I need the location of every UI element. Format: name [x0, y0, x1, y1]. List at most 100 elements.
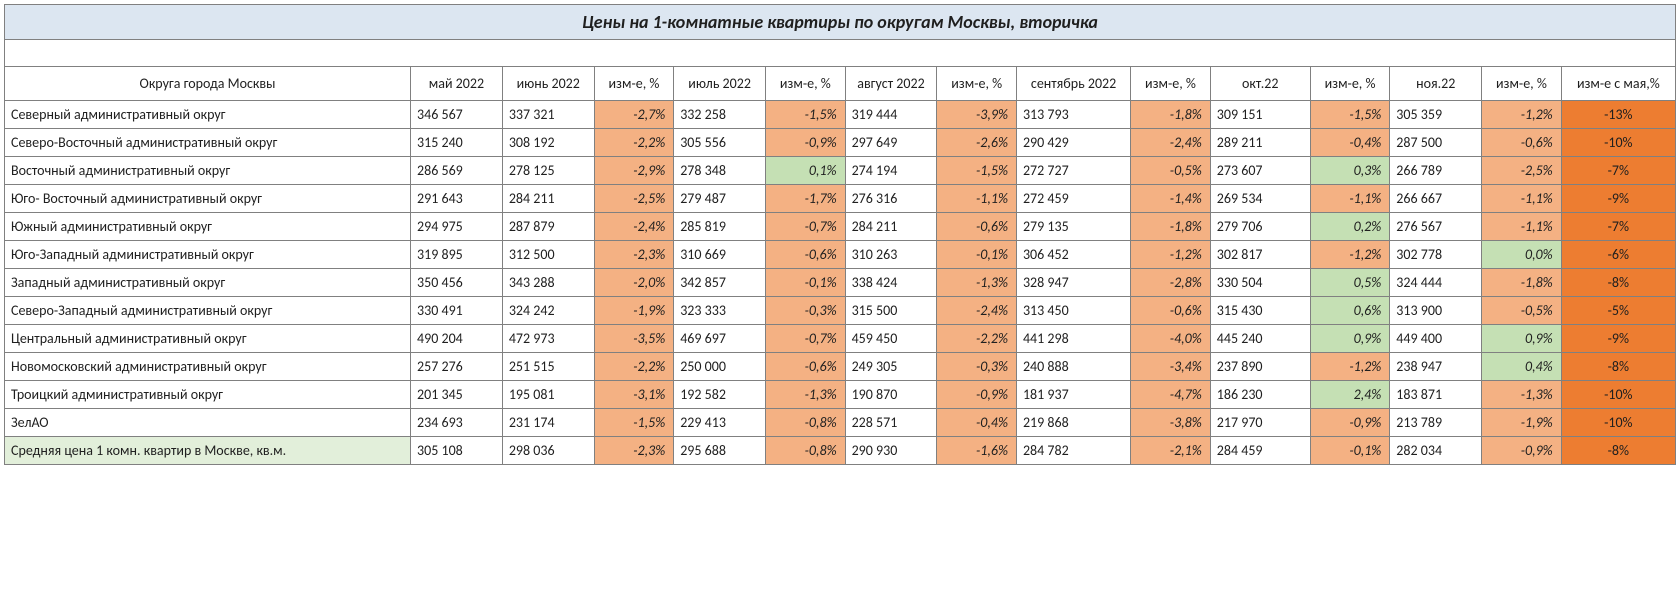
change-cell: 0,5% [1310, 269, 1390, 297]
change-cell: -0,6% [1482, 129, 1562, 157]
total-change-cell: -9% [1561, 185, 1675, 213]
change-cell: -1,1% [1482, 213, 1562, 241]
change-cell: -3,9% [937, 101, 1017, 129]
value-cell: 190 870 [845, 381, 937, 409]
value-cell: 332 258 [674, 101, 766, 129]
col-aug: август 2022 [845, 67, 937, 101]
change-cell: -3,5% [594, 325, 674, 353]
change-cell: -2,4% [937, 297, 1017, 325]
change-cell: -1,5% [766, 101, 846, 129]
value-cell: 319 895 [411, 241, 503, 269]
value-cell: 266 789 [1390, 157, 1482, 185]
value-cell: 279 135 [1016, 213, 1130, 241]
value-cell: 213 789 [1390, 409, 1482, 437]
value-cell: 337 321 [502, 101, 594, 129]
table-row: Северо-Западный административный округ33… [5, 297, 1676, 325]
change-cell: -0,3% [937, 353, 1017, 381]
change-cell: -0,7% [766, 213, 846, 241]
total-change-cell: -8% [1561, 269, 1675, 297]
change-cell: -0,7% [766, 325, 846, 353]
change-cell: -0,9% [766, 129, 846, 157]
value-cell: 287 879 [502, 213, 594, 241]
header-spacer [4, 40, 1676, 66]
district-name: Северо-Восточный административный округ [5, 129, 411, 157]
value-cell: 291 643 [411, 185, 503, 213]
district-name: Северный административный округ [5, 101, 411, 129]
value-cell: 278 348 [674, 157, 766, 185]
district-name: Северо-Западный административный округ [5, 297, 411, 325]
value-cell: 201 345 [411, 381, 503, 409]
value-cell: 286 569 [411, 157, 503, 185]
value-cell: 343 288 [502, 269, 594, 297]
value-cell: 298 036 [502, 437, 594, 465]
change-cell: -2,4% [594, 213, 674, 241]
change-cell: 0,9% [1310, 325, 1390, 353]
col-d3: изм-е, % [937, 67, 1017, 101]
district-name: Новомосковский административный округ [5, 353, 411, 381]
value-cell: 319 444 [845, 101, 937, 129]
change-cell: -4,0% [1131, 325, 1211, 353]
change-cell: -0,6% [766, 241, 846, 269]
change-cell: -0,4% [1310, 129, 1390, 157]
change-cell: -2,1% [1131, 437, 1211, 465]
total-change-cell: -10% [1561, 381, 1675, 409]
col-d1: изм-е, % [594, 67, 674, 101]
value-cell: 282 034 [1390, 437, 1482, 465]
change-cell: 0,9% [1482, 325, 1562, 353]
col-district: Округа города Москвы [5, 67, 411, 101]
table-head: Округа города Москвы май 2022 июнь 2022 … [5, 67, 1676, 101]
value-cell: 313 793 [1016, 101, 1130, 129]
value-cell: 279 706 [1210, 213, 1310, 241]
value-cell: 284 211 [502, 185, 594, 213]
price-table: Округа города Москвы май 2022 июнь 2022 … [4, 66, 1676, 465]
change-cell: -4,7% [1131, 381, 1211, 409]
total-change-cell: -7% [1561, 213, 1675, 241]
value-cell: 350 456 [411, 269, 503, 297]
district-name: Средняя цена 1 комн. квартир в Москве, к… [5, 437, 411, 465]
change-cell: -1,5% [1310, 101, 1390, 129]
change-cell: 0,4% [1482, 353, 1562, 381]
table-row: Средняя цена 1 комн. квартир в Москве, к… [5, 437, 1676, 465]
value-cell: 266 667 [1390, 185, 1482, 213]
change-cell: -1,1% [1310, 185, 1390, 213]
change-cell: -1,1% [1482, 185, 1562, 213]
value-cell: 338 424 [845, 269, 937, 297]
change-cell: -0,9% [1310, 409, 1390, 437]
value-cell: 273 607 [1210, 157, 1310, 185]
value-cell: 294 975 [411, 213, 503, 241]
value-cell: 324 242 [502, 297, 594, 325]
value-cell: 445 240 [1210, 325, 1310, 353]
table-body: Северный административный округ346 56733… [5, 101, 1676, 465]
value-cell: 183 871 [1390, 381, 1482, 409]
value-cell: 231 174 [502, 409, 594, 437]
value-cell: 234 693 [411, 409, 503, 437]
change-cell: -0,5% [1131, 157, 1211, 185]
col-total: изм-е с мая,% [1561, 67, 1675, 101]
col-nov: ноя.22 [1390, 67, 1482, 101]
table-row: Северный административный округ346 56733… [5, 101, 1676, 129]
change-cell: -2,7% [594, 101, 674, 129]
value-cell: 228 571 [845, 409, 937, 437]
change-cell: -1,9% [1482, 409, 1562, 437]
value-cell: 328 947 [1016, 269, 1130, 297]
value-cell: 217 970 [1210, 409, 1310, 437]
value-cell: 284 459 [1210, 437, 1310, 465]
change-cell: -1,1% [937, 185, 1017, 213]
col-jul: июль 2022 [674, 67, 766, 101]
table-row: Центральный административный округ490 20… [5, 325, 1676, 353]
value-cell: 279 487 [674, 185, 766, 213]
value-cell: 251 515 [502, 353, 594, 381]
value-cell: 312 500 [502, 241, 594, 269]
value-cell: 302 817 [1210, 241, 1310, 269]
district-name: Западный административный округ [5, 269, 411, 297]
value-cell: 195 081 [502, 381, 594, 409]
total-change-cell: -10% [1561, 129, 1675, 157]
table-row: Восточный административный округ286 5692… [5, 157, 1676, 185]
header-row: Округа города Москвы май 2022 июнь 2022 … [5, 67, 1676, 101]
value-cell: 306 452 [1016, 241, 1130, 269]
value-cell: 315 240 [411, 129, 503, 157]
value-cell: 229 413 [674, 409, 766, 437]
value-cell: 237 890 [1210, 353, 1310, 381]
change-cell: -3,8% [1131, 409, 1211, 437]
value-cell: 315 500 [845, 297, 937, 325]
